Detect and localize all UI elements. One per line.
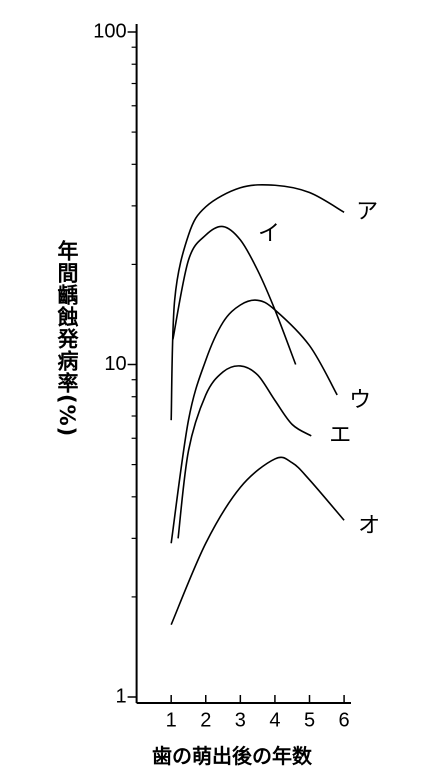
series-label: ウ <box>349 388 371 413</box>
series-line <box>170 456 345 625</box>
y-tick-label: 1 <box>115 685 126 707</box>
x-axis-label: 歯の萌出後の年数 <box>152 744 312 768</box>
x-tick-label: 6 <box>339 709 350 731</box>
x-tick-label: 5 <box>304 709 315 731</box>
x-tick-label: 2 <box>200 709 211 731</box>
series-label: オ <box>358 513 380 538</box>
series-line <box>170 299 338 544</box>
y-tick-label: 10 <box>104 353 126 375</box>
series-label: ア <box>356 199 378 224</box>
x-tick-label: 1 <box>166 709 177 731</box>
x-tick-label: 4 <box>269 709 280 731</box>
y-tick-label: 100 <box>93 20 126 42</box>
series-line <box>172 225 297 365</box>
series-label: イ <box>258 222 280 247</box>
y-axis-label: 年間齲蝕発病率(%) <box>55 240 79 438</box>
series-line <box>170 183 345 421</box>
series-label: エ <box>329 423 351 448</box>
x-tick-label: 3 <box>235 709 246 731</box>
series-line <box>177 365 312 539</box>
